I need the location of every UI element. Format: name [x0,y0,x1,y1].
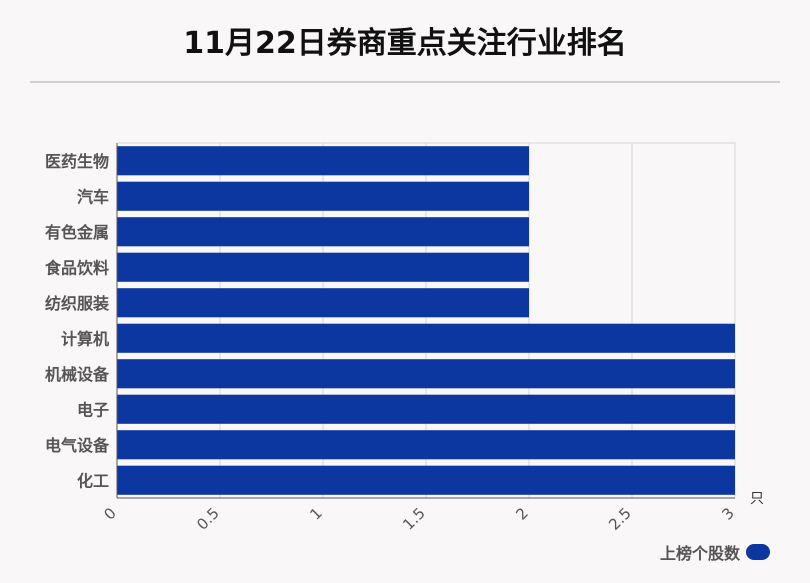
bar-6[interactable] [117,323,735,353]
x-tick-label: 3 [718,504,737,523]
category-label: 医药生物 [45,152,109,171]
bar-9[interactable] [117,430,735,460]
bars [117,146,735,495]
legend-label: 上榜个股数 [659,544,740,563]
bar-10[interactable] [117,465,735,495]
category-label: 电子 [77,400,109,419]
chart-title: 11月22日券商重点关注行业排名 [183,26,627,61]
bar-7[interactable] [117,359,735,389]
category-label: 化工 [77,471,109,490]
bar-5[interactable] [117,288,529,318]
bar-3[interactable] [117,217,529,247]
category-label: 计算机 [61,329,109,348]
x-tick-label: 0 [100,504,119,523]
category-label: 有色金属 [45,223,109,242]
bar-8[interactable] [117,394,735,424]
x-tick-label: 1.5 [399,504,429,534]
category-label: 食品饮料 [44,258,109,277]
x-tick-label: 2.5 [605,504,635,534]
category-label: 机械设备 [45,365,110,384]
bar-1[interactable] [117,146,529,176]
title-divider [30,81,780,83]
legend[interactable]: 上榜个股数 [660,540,770,564]
category-label: 汽车 [77,187,109,206]
x-tick-labels: 0 0.5 1 1.5 2 2.5 3 [100,504,737,534]
x-tick-label: 1 [306,504,325,523]
bar-2[interactable] [117,181,529,211]
x-tick-label: 2 [512,504,531,523]
axes [116,143,735,499]
x-tick-label: 0.5 [193,504,223,534]
legend-swatch [746,544,770,560]
category-label: 电气设备 [45,436,110,455]
bar-4[interactable] [117,252,529,282]
category-label: 纺织服装 [45,294,109,313]
x-axis-unit: 只 [750,491,764,507]
